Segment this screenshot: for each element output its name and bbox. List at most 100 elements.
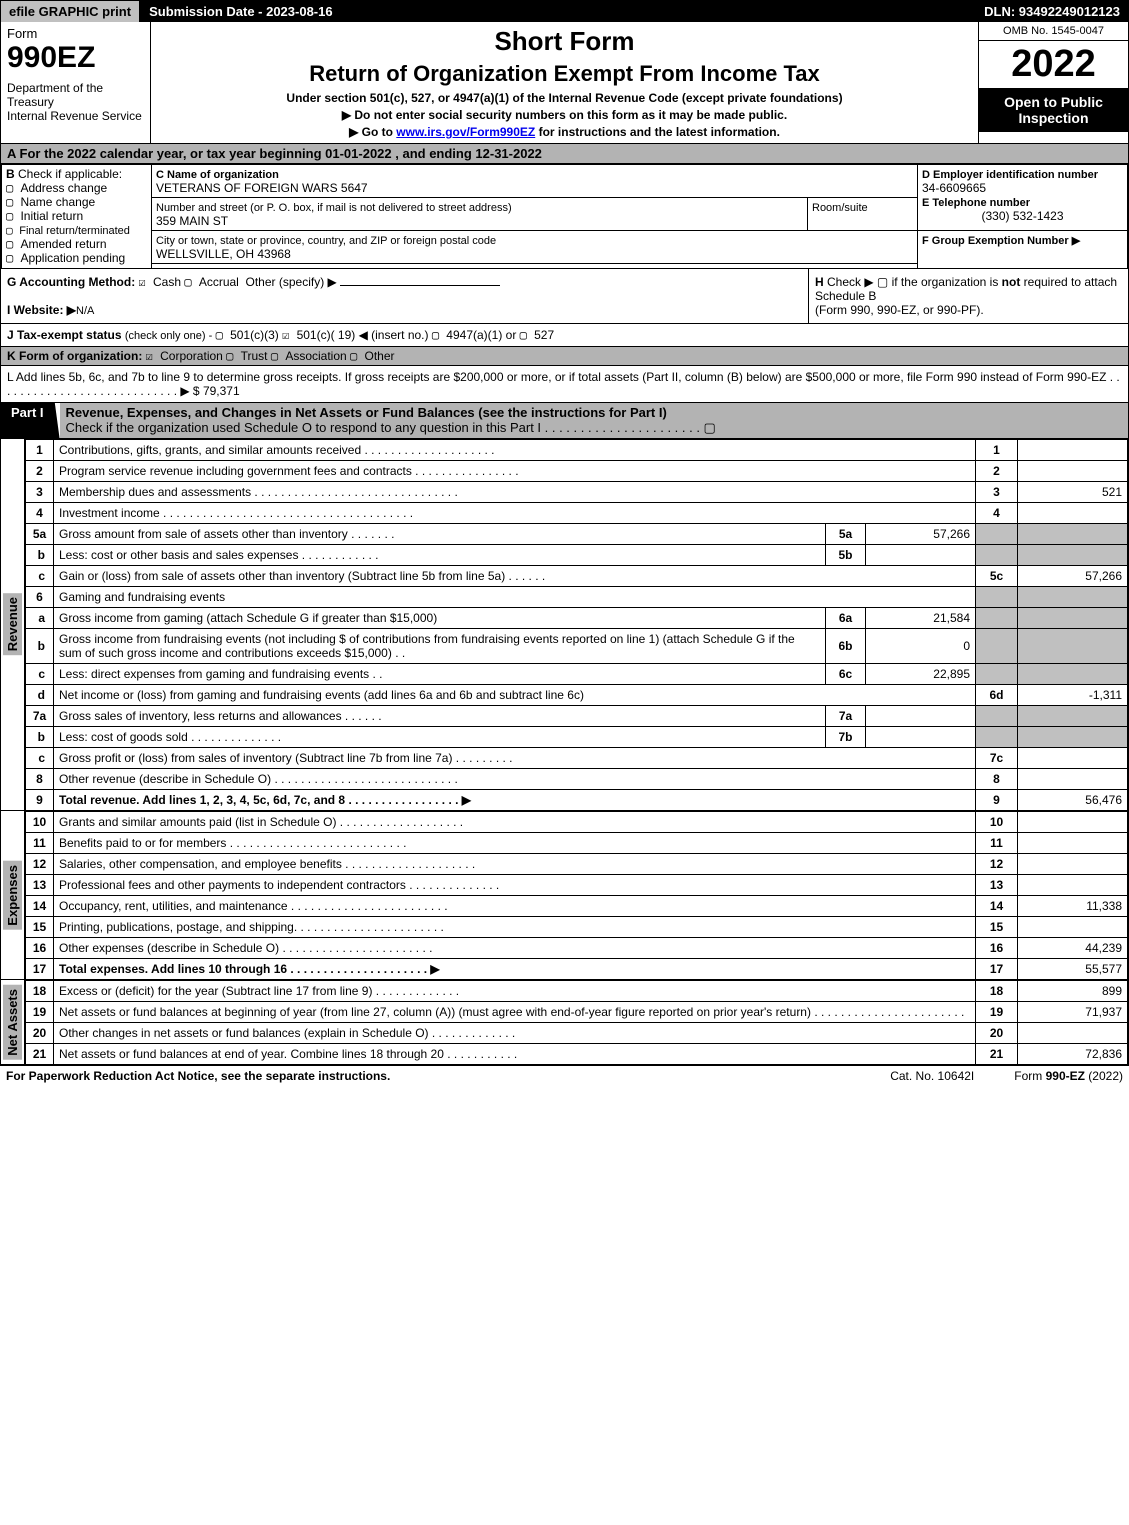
footer-r-post: (2022) [1085, 1069, 1123, 1083]
checkbox-association[interactable]: ▢ [271, 349, 285, 363]
line-9-text: Total revenue. Add lines 1, 2, 3, 4, 5c,… [54, 790, 976, 811]
checkbox-accrual[interactable]: ▢ [184, 275, 198, 289]
line-13-text: Professional fees and other payments to … [54, 875, 976, 896]
shade-5a-val [1018, 524, 1128, 545]
line-6c-mval: 22,895 [866, 664, 976, 685]
checkbox-initial-return[interactable]: ▢ [6, 209, 20, 223]
line-17-num: 17 [26, 959, 54, 980]
address-change: Address change [20, 181, 107, 195]
h-text-3: (Form 990, 990-EZ, or 990-PF). [815, 303, 984, 317]
h-text-1: Check ▶ ▢ if the organization is [827, 275, 1002, 289]
j-sub: (check only one) - [125, 330, 212, 342]
line-10-box: 10 [976, 812, 1018, 833]
opt-trust: Trust [241, 349, 268, 363]
efile-print-button[interactable]: efile GRAPHIC print [1, 1, 141, 22]
omb-number: OMB No. 1545-0047 [979, 22, 1128, 41]
line-6a-text: Gross income from gaming (attach Schedul… [54, 608, 826, 629]
line-14-num: 14 [26, 896, 54, 917]
telephone-value: (330) 532-1423 [922, 209, 1123, 223]
line-5a-num: 5a [26, 524, 54, 545]
section-i-label: I Website: ▶ [7, 303, 76, 317]
irs-link[interactable]: www.irs.gov/Form990EZ [396, 125, 535, 139]
ein-value: 34-6609665 [922, 181, 986, 195]
checkbox-name-change[interactable]: ▢ [6, 195, 20, 209]
shade-6c [976, 664, 1018, 685]
line-21-val: 72,836 [1018, 1044, 1128, 1065]
line-6d-num: d [26, 685, 54, 706]
line-5c-text: Gain or (loss) from sale of assets other… [54, 566, 976, 587]
line-10-text: Grants and similar amounts paid (list in… [54, 812, 976, 833]
line-3-val: 521 [1018, 482, 1128, 503]
expenses-lines: 10Grants and similar amounts paid (list … [25, 811, 1128, 980]
line-6b-num: b [26, 629, 54, 664]
line-12-box: 12 [976, 854, 1018, 875]
line-5a-mbox: 5a [826, 524, 866, 545]
other-specify-field[interactable] [340, 285, 500, 286]
checkbox-527[interactable]: ▢ [520, 328, 534, 342]
short-form-title: Short Form [159, 26, 970, 57]
line-6c-mbox: 6c [826, 664, 866, 685]
checkbox-501c3[interactable]: ▢ [216, 328, 230, 342]
line-18-box: 18 [976, 981, 1018, 1002]
other-specify: Other (specify) ▶ [246, 275, 337, 289]
city-label: City or town, state or province, country… [156, 235, 496, 247]
checkbox-amended[interactable]: ▢ [6, 237, 20, 251]
initial-return: Initial return [20, 209, 83, 223]
line-20-num: 20 [26, 1023, 54, 1044]
line-7b-num: b [26, 727, 54, 748]
expenses-section: Expenses 10Grants and similar amounts pa… [1, 811, 1128, 980]
row-k: K Form of organization: ☑ Corporation ▢ … [1, 347, 1128, 366]
line-15-num: 15 [26, 917, 54, 938]
net-assets-side-label: Net Assets [3, 985, 22, 1060]
line-12-num: 12 [26, 854, 54, 875]
section-f-label: F Group Exemption Number ▶ [922, 235, 1080, 247]
cash-label: Cash [153, 275, 181, 289]
checkbox-trust[interactable]: ▢ [226, 349, 240, 363]
line-16-box: 16 [976, 938, 1018, 959]
section-e-label: E Telephone number [922, 197, 1030, 209]
line-6-text: Gaming and fundraising events [54, 587, 976, 608]
row-a-calendar-year: A For the 2022 calendar year, or tax yea… [1, 144, 1128, 164]
line-20-val [1018, 1023, 1128, 1044]
line-19-box: 19 [976, 1002, 1018, 1023]
line-19-num: 19 [26, 1002, 54, 1023]
line-8-text: Other revenue (describe in Schedule O) .… [54, 769, 976, 790]
checkbox-final-return[interactable]: ▢ [6, 224, 19, 237]
net-assets-lines: 18Excess or (deficit) for the year (Subt… [25, 980, 1128, 1065]
submission-date: Submission Date - 2023-08-16 [141, 1, 341, 22]
line-17-box: 17 [976, 959, 1018, 980]
revenue-section: Revenue 1Contributions, gifts, grants, a… [1, 439, 1128, 811]
opt-501c3: 501(c)(3) [230, 328, 279, 342]
footer-left: For Paperwork Reduction Act Notice, see … [6, 1069, 390, 1083]
line-5c-box: 5c [976, 566, 1018, 587]
line-17-text: Total expenses. Add lines 10 through 16 … [54, 959, 976, 980]
checkbox-address-change[interactable]: ▢ [6, 181, 20, 195]
tax-year: 2022 [979, 41, 1128, 88]
checkbox-cash[interactable]: ☑ [139, 275, 153, 289]
line-8-num: 8 [26, 769, 54, 790]
shade-6a-val [1018, 608, 1128, 629]
subtitle-ssn: ▶ Do not enter social security numbers o… [159, 108, 970, 122]
line-7a-mval [866, 706, 976, 727]
check-if-applicable: Check if applicable: [18, 167, 122, 181]
shade-7a-val [1018, 706, 1128, 727]
checkbox-other[interactable]: ▢ [350, 349, 364, 363]
street-label: Number and street (or P. O. box, if mail… [156, 202, 512, 214]
checkbox-4947[interactable]: ▢ [432, 328, 446, 342]
line-2-text: Program service revenue including govern… [54, 461, 976, 482]
checkbox-501c[interactable]: ☑ [282, 328, 296, 342]
shade-7b [976, 727, 1018, 748]
line-12-text: Salaries, other compensation, and employ… [54, 854, 976, 875]
checkbox-app-pending[interactable]: ▢ [6, 251, 20, 265]
line-5b-mbox: 5b [826, 545, 866, 566]
net-assets-section: Net Assets 18Excess or (deficit) for the… [1, 980, 1128, 1065]
line-14-text: Occupancy, rent, utilities, and maintena… [54, 896, 976, 917]
link-pre: ▶ Go to [349, 125, 396, 139]
line-7a-text: Gross sales of inventory, less returns a… [54, 706, 826, 727]
line-9-box: 9 [976, 790, 1018, 811]
name-change: Name change [20, 195, 95, 209]
shade-6b-val [1018, 629, 1128, 664]
revenue-lines: 1Contributions, gifts, grants, and simil… [25, 439, 1128, 811]
checkbox-corporation[interactable]: ☑ [146, 349, 160, 363]
section-b-label: B [6, 167, 18, 181]
